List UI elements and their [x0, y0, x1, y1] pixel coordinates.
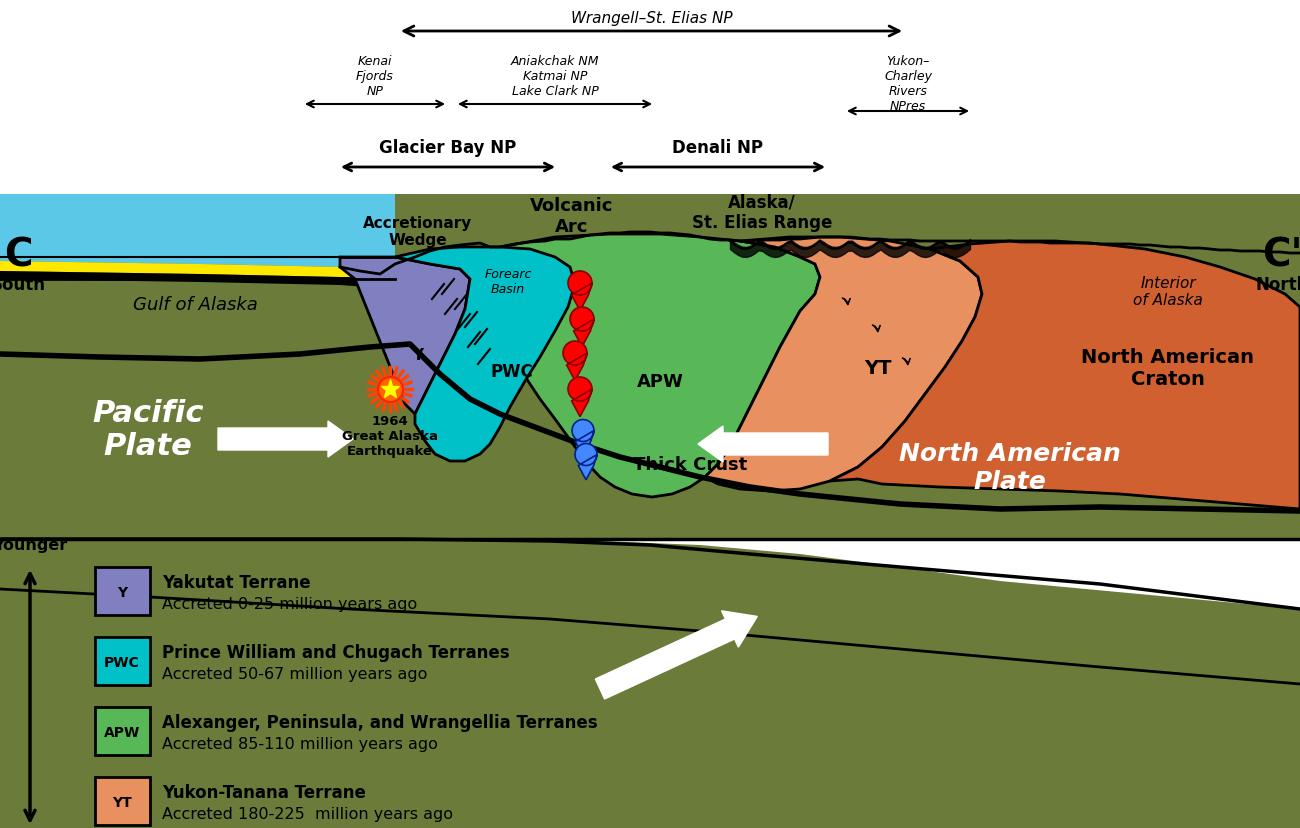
Text: North American
Craton: North American Craton [1082, 347, 1254, 388]
Text: Thick Crust: Thick Crust [633, 455, 748, 474]
Text: C': C' [1262, 236, 1300, 274]
Text: APW: APW [104, 725, 140, 739]
Text: Denali NP: Denali NP [672, 139, 763, 156]
Text: YT: YT [112, 795, 131, 809]
Text: Accreted 0-25 million years ago: Accreted 0-25 million years ago [162, 597, 417, 612]
Text: YT: YT [864, 358, 892, 377]
Text: Alaska/
St. Elias Range: Alaska/ St. Elias Range [692, 193, 832, 232]
Polygon shape [563, 342, 588, 381]
Polygon shape [569, 308, 594, 347]
Polygon shape [572, 420, 594, 456]
Text: PWC: PWC [104, 655, 140, 669]
Text: 1964
Great Alaska
Earthquake: 1964 Great Alaska Earthquake [342, 415, 438, 457]
FancyBboxPatch shape [95, 638, 150, 686]
Polygon shape [829, 242, 1300, 509]
Text: Interior
of Alaska: Interior of Alaska [1134, 276, 1202, 308]
Text: Wrangell–St. Elias NP: Wrangell–St. Elias NP [571, 11, 733, 26]
Text: Y: Y [412, 347, 424, 362]
Polygon shape [0, 272, 410, 290]
Text: North American
Plate: North American Plate [900, 441, 1121, 493]
FancyArrow shape [698, 426, 828, 463]
Text: North: North [1256, 276, 1300, 294]
Polygon shape [488, 234, 820, 498]
Polygon shape [0, 258, 410, 277]
FancyBboxPatch shape [95, 777, 150, 825]
Text: Yukon–
Charley
Rivers
NPres: Yukon– Charley Rivers NPres [884, 55, 932, 113]
Text: APW: APW [637, 373, 684, 391]
Polygon shape [0, 195, 395, 267]
Text: Younger: Younger [0, 537, 68, 552]
FancyBboxPatch shape [95, 567, 150, 615]
Polygon shape [0, 539, 1300, 828]
Text: PWC: PWC [490, 363, 533, 381]
Text: Accreted 50-67 million years ago: Accreted 50-67 million years ago [162, 667, 428, 681]
Text: Aniakchak NM
Katmai NP
Lake Clark NP: Aniakchak NM Katmai NP Lake Clark NP [511, 55, 599, 98]
Text: Accreted 85-110 million years ago: Accreted 85-110 million years ago [162, 737, 438, 752]
Text: Gulf of Alaska: Gulf of Alaska [133, 296, 257, 314]
Text: Y: Y [117, 585, 127, 599]
FancyArrow shape [218, 421, 354, 457]
Polygon shape [575, 444, 597, 480]
Text: Kenai
Fjords
NP: Kenai Fjords NP [356, 55, 394, 98]
Text: Volcanic
Arc: Volcanic Arc [530, 197, 614, 236]
Text: Alexanger, Peninsula, and Wrangellia Terranes: Alexanger, Peninsula, and Wrangellia Ter… [162, 713, 598, 731]
FancyArrow shape [595, 611, 757, 699]
Text: Prince William and Chugach Terranes: Prince William and Chugach Terranes [162, 643, 510, 662]
Polygon shape [0, 195, 1300, 539]
FancyBboxPatch shape [95, 707, 150, 755]
Text: South: South [0, 276, 46, 294]
Text: Glacier Bay NP: Glacier Bay NP [380, 139, 516, 156]
Polygon shape [568, 378, 592, 417]
Text: Accretionary
Wedge: Accretionary Wedge [364, 215, 473, 248]
Text: Accreted 180-225  million years ago: Accreted 180-225 million years ago [162, 806, 452, 821]
Text: Yakutat Terrane: Yakutat Terrane [162, 573, 311, 591]
Text: Pacific
Plate: Pacific Plate [92, 398, 204, 460]
Text: Forearc
Basin: Forearc Basin [485, 267, 532, 296]
Polygon shape [705, 238, 982, 491]
Polygon shape [540, 478, 1300, 539]
Polygon shape [395, 248, 575, 461]
Text: Yukon-Tanana Terrane: Yukon-Tanana Terrane [162, 783, 365, 801]
Text: C: C [4, 236, 32, 274]
Polygon shape [568, 272, 592, 311]
Polygon shape [341, 258, 471, 415]
